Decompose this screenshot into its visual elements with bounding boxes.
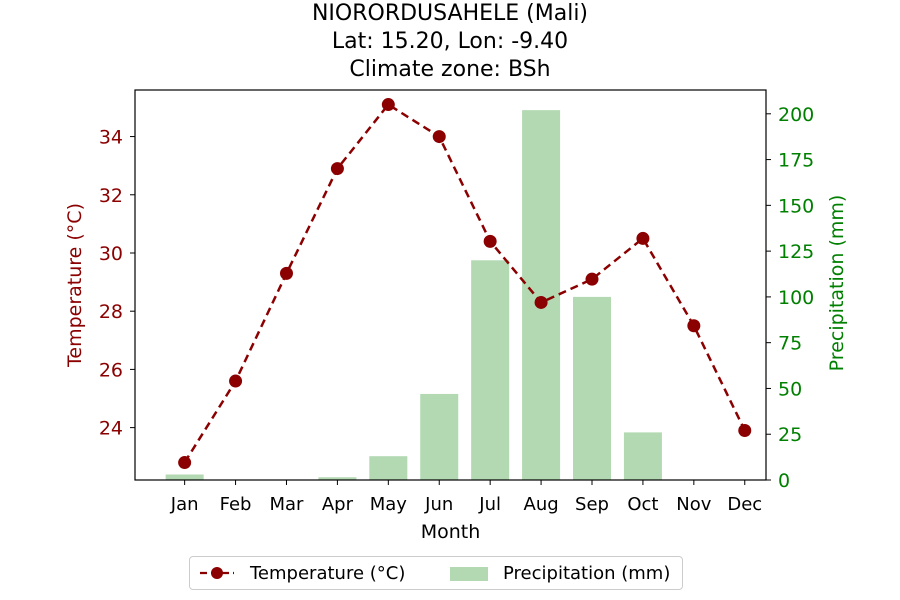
x-tick-label-jul: Jul (478, 494, 501, 515)
x-tick-label-aug: Aug (524, 494, 559, 515)
precipitation-bar-oct (623, 432, 662, 480)
temperature-point-jul (483, 234, 497, 248)
x-tick-label-jun: Jun (424, 494, 453, 515)
chart-title-line-1: NIORORDUSAHELE (Mali) (311, 1, 589, 26)
temperature-point-nov (687, 319, 701, 333)
temperature-point-may (381, 98, 395, 112)
temperature-line (183, 102, 746, 464)
y-right-tick-label-175: 175 (778, 150, 814, 172)
y-left-tick-label-32: 32 (99, 185, 123, 207)
temperature-point-sep (585, 272, 599, 286)
precipitation-bar-jan (165, 474, 204, 480)
precipitation-bar-jun (420, 393, 459, 480)
precipitation-bar-may (369, 456, 408, 480)
temperature-line-series (178, 98, 752, 470)
axes: Jan Feb Mar Apr May Jun Jul Aug Sep Oct Nov Dec Mont… (64, 89, 848, 543)
x-tick-label-apr: Apr (322, 494, 354, 515)
y-left-tick-label-30: 30 (99, 243, 123, 265)
chart-title-line-3: Climate zone: BSh (349, 57, 551, 82)
temperature-point-feb (229, 374, 243, 388)
y-left-tick-label-26: 26 (99, 359, 123, 381)
temperature-point-oct (636, 231, 650, 245)
y-right-tick-label-125: 125 (778, 241, 814, 263)
x-tick-label-sep: Sep (575, 494, 609, 515)
x-tick-label-feb: Feb (220, 494, 252, 515)
x-tick-label-nov: Nov (676, 494, 711, 515)
temperature-point-mar (279, 266, 293, 280)
y-right-tick-label-100: 100 (778, 287, 814, 309)
temperature-point-aug (534, 295, 548, 309)
y-left-tick-label-34: 34 (99, 127, 123, 149)
y-left-axis-label: Temperature (°C) (64, 203, 86, 368)
legend-temperature-label: Temperature (°C) (250, 563, 406, 584)
x-tick-label-oct: Oct (627, 494, 658, 515)
temperature-point-jun (432, 130, 446, 144)
y-right-tick-label-150: 150 (778, 195, 814, 217)
y-right-tick-label-25: 25 (778, 424, 802, 446)
plot-frame (134, 89, 767, 481)
y-left-tick-label-24: 24 (99, 418, 123, 440)
x-tick-label-dec: Dec (727, 494, 762, 515)
x-tick-label-mar: Mar (269, 494, 304, 515)
precipitation-bars (165, 110, 662, 481)
precipitation-bar-jul (471, 260, 510, 480)
precipitation-bar-apr (318, 477, 357, 480)
x-tick-label-may: May (370, 494, 408, 515)
temperature-point-apr (330, 162, 344, 176)
y-left-tick-label-28: 28 (99, 301, 123, 323)
y-right-tick-label-0: 0 (778, 470, 790, 492)
legend-precipitation-swatch (450, 567, 488, 581)
precipitation-bar-sep (573, 296, 612, 480)
x-axis-label: Month (421, 521, 481, 543)
precipitation-bar-aug (522, 110, 561, 481)
y-right-axis-label: Precipitation (mm) (826, 195, 848, 372)
y-right-tick-label-200: 200 (778, 104, 814, 126)
temperature-point-dec (738, 424, 752, 438)
x-tick-label-jan: Jan (170, 494, 199, 515)
legend: Temperature (°C) Precipitation (mm) (189, 556, 683, 590)
legend-temperature-marker (200, 567, 234, 579)
temperature-point-jan (178, 456, 192, 470)
y-right-tick-label-50: 50 (778, 378, 802, 400)
legend-precipitation-label: Precipitation (mm) (503, 563, 671, 584)
chart-title-line-2: Lat: 15.20, Lon: -9.40 (331, 29, 569, 54)
y-right-tick-label-75: 75 (778, 333, 802, 355)
